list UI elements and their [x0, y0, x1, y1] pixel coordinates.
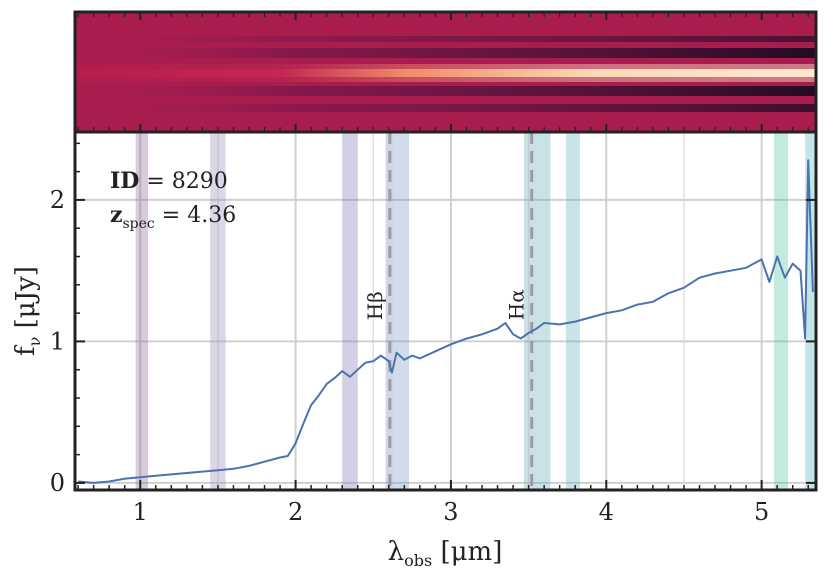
x-tick-label-0: 1: [133, 498, 148, 526]
filter-band-7: [565, 132, 580, 490]
filter-band-9: [805, 132, 816, 490]
filter-bands: [135, 132, 816, 490]
axis-ticks: [75, 142, 816, 490]
filter-band-8: [774, 132, 789, 490]
y-axis-subscript: ν: [25, 337, 44, 347]
tick-labels: 1 2 3 4 5 0 1 2: [50, 186, 770, 526]
y-axis-unit: [μJy]: [11, 266, 41, 337]
z-subscript: spec: [123, 216, 155, 232]
x-tick-label-2: 3: [443, 498, 458, 526]
z-value: = 4.36: [155, 203, 236, 228]
filter-band-6: [537, 132, 551, 490]
plot-frame: [73, 130, 818, 492]
plot-area: [75, 132, 816, 490]
filter-band-4: [393, 132, 409, 490]
filter-band-1: [210, 132, 226, 490]
y-tick-label-2: 2: [50, 186, 65, 214]
x-tick-label-3: 4: [599, 498, 614, 526]
id-annotation: ID = 8290: [110, 168, 228, 194]
emission-line-label-0: Hβ: [363, 291, 387, 320]
redshift-annotation: zspec = 4.36: [110, 202, 236, 232]
y-axis-symbol: f: [11, 344, 41, 356]
spectrum-1d-panel: Hβ Hα 1 2 3 4 5 0 1 2 ID = 8290 zspec = 4.36 λob…: [11, 130, 818, 570]
spectrum-2d-panel: [73, 10, 818, 134]
emission-lines: Hβ Hα: [363, 132, 534, 490]
id-value: = 8290: [139, 169, 227, 194]
x-axis-subscript: obs: [404, 551, 432, 570]
spectrum-2d-dark-band-lower: [75, 86, 816, 96]
y-tick-label-1: 1: [50, 327, 65, 355]
x-axis-unit: [μm]: [432, 537, 502, 567]
spectrum-2d-trace: [75, 69, 816, 77]
x-tick-label-4: 5: [754, 498, 769, 526]
x-axis-symbol: λ: [388, 537, 404, 567]
spectrum-line-0: [78, 159, 814, 484]
x-tick-label-1: 2: [288, 498, 303, 526]
z-label: z: [110, 202, 123, 228]
id-label: ID: [110, 168, 139, 194]
emission-line-label-1: Hα: [505, 289, 529, 320]
filter-band-2: [342, 132, 358, 490]
spectrum-2d-dark-band-bottom: [75, 104, 816, 112]
data-series: [78, 159, 814, 484]
y-tick-label-0: 0: [50, 469, 65, 497]
x-axis-label: λobs [μm]: [388, 537, 503, 570]
spectrum-2d-dark-band-top: [75, 48, 816, 58]
filter-band-0: [135, 132, 149, 490]
spectrum-2d-dark-band-upper: [75, 36, 816, 42]
grid: [75, 132, 816, 490]
y-axis-label: fν [μJy]: [11, 266, 44, 356]
